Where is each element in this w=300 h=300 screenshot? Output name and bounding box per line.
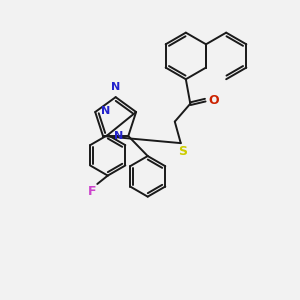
Text: N: N [111, 82, 120, 92]
Text: N: N [114, 131, 123, 141]
Text: F: F [88, 185, 96, 198]
Text: O: O [209, 94, 220, 106]
Text: N: N [100, 106, 110, 116]
Text: S: S [178, 145, 187, 158]
